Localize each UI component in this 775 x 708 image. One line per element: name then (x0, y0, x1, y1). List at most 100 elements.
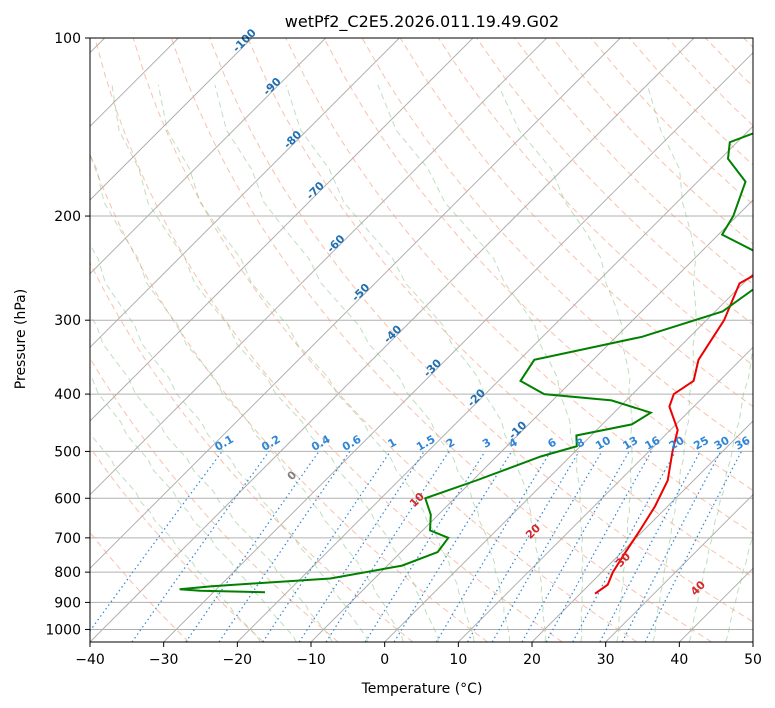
mixing-ratio-label: 6 (545, 435, 558, 450)
plot-frame (89, 37, 754, 643)
isotherm-label: -90 (260, 75, 283, 98)
moist-adiabat (285, 84, 547, 642)
isotherm-line (90, 38, 548, 496)
moist-adiabat (111, 84, 439, 642)
y-tick-label: 700 (54, 531, 81, 547)
moist-adiabat (725, 533, 753, 642)
mixing-ratio-label: 30 (712, 434, 732, 453)
moist-adiabat (90, 431, 261, 642)
dewpoint-trace (179, 132, 753, 594)
y-tick-label: 600 (54, 491, 81, 507)
mixing-ratio-line (298, 451, 425, 642)
x-axis-label: Temperature (°C) (361, 681, 483, 697)
dry-adiabat (476, 38, 753, 326)
moist-adiabat-label: 20 (523, 521, 543, 541)
mixing-ratio-label: 3 (480, 436, 493, 451)
moist-adiabat-label: 40 (688, 578, 708, 598)
mixing-ratio-line (218, 451, 351, 642)
x-tick-label: 30 (597, 652, 615, 668)
dry-adiabat (132, 38, 638, 642)
moist-adiabat (377, 84, 584, 642)
x-tick-label: 0 (380, 652, 389, 668)
mixing-ratio-line (325, 451, 450, 642)
x-tick-label: −20 (223, 652, 253, 668)
moist-adiabat (688, 344, 753, 642)
dry-adiabat (94, 38, 563, 642)
y-tick-label: 800 (54, 565, 81, 581)
mixing-ratio-line (90, 451, 223, 632)
dry-adiabat (323, 38, 753, 492)
y-tick-label: 1000 (45, 622, 81, 638)
moist-adiabat-label: 10 (407, 490, 427, 510)
temperature-trace (594, 274, 753, 595)
isotherm-line (90, 38, 327, 275)
x-tick-label: −10 (296, 652, 326, 668)
isotherm-label: -20 (465, 386, 488, 409)
isotherm-label: -70 (304, 179, 327, 202)
chart-title: wetPf2_C2E5.2026.011.19.49.G02 (285, 12, 559, 32)
mixing-ratio-label: 0.2 (259, 433, 282, 454)
dry-adiabat (90, 357, 339, 642)
mixing-ratio-line (393, 451, 513, 642)
isotherm-line (90, 38, 695, 642)
dry-adiabat (552, 38, 753, 245)
mixing-ratio-line (599, 451, 701, 642)
dry-adiabat (209, 38, 753, 623)
dry-adiabat (170, 38, 712, 642)
mixing-ratio-line (545, 451, 652, 642)
dry-adiabat (247, 38, 753, 578)
isotherm-line (90, 38, 621, 570)
y-tick-label: 500 (54, 444, 81, 460)
isotherm-line (752, 641, 753, 642)
dry-adiabat (437, 38, 753, 366)
y-tick-label: 900 (54, 595, 81, 611)
dry-adiabat (90, 446, 264, 642)
x-tick-label: 20 (523, 652, 541, 668)
y-axis-label: Pressure (hPa) (13, 289, 29, 389)
x-tick-label: 10 (449, 652, 467, 668)
dry-adiabat (285, 38, 753, 535)
dry-adiabat (705, 38, 753, 88)
mixing-ratio-label: 0.4 (309, 433, 333, 454)
dry-adiabat (90, 153, 488, 642)
isotherm-line (384, 272, 753, 642)
mixing-ratio-line (466, 451, 580, 642)
x-tick-label: 50 (744, 652, 762, 668)
mixing-ratio-label: 16 (643, 434, 663, 453)
y-tick-label: 100 (54, 31, 81, 47)
isotherm-line (605, 493, 753, 642)
isotherm-line (90, 38, 253, 201)
isotherm-label: -40 (381, 322, 404, 345)
moist-adiabat (90, 153, 404, 642)
mixing-ratio-line (131, 451, 270, 642)
dry-adiabat (90, 261, 414, 642)
moist-adiabat (90, 314, 333, 642)
dry-adiabat (514, 38, 753, 285)
mixing-ratio-label: 0.1 (213, 433, 236, 454)
y-tick-label: 300 (54, 313, 81, 329)
mixing-ratio-line (572, 451, 677, 642)
isotherm-line (531, 420, 753, 642)
y-tick-label: 400 (54, 387, 81, 403)
moist-adiabat (90, 243, 369, 642)
mixing-ratio-label: 10 (593, 434, 613, 453)
isotherm-label: -100 (230, 26, 259, 55)
isotherm-line (90, 38, 474, 422)
mixing-ratio-line (364, 451, 486, 642)
mixing-ratio-label: 2 (444, 436, 457, 451)
moist-adiabat (157, 84, 475, 642)
isotherm-line (163, 51, 753, 642)
mixing-ratio-line (185, 451, 320, 642)
mixing-ratio-label: 1.5 (414, 433, 437, 454)
isotherm-label: -60 (324, 232, 347, 255)
isotherm-line (90, 38, 400, 349)
y-tick-label: 200 (54, 209, 81, 225)
x-tick-label: −30 (149, 652, 179, 668)
mixing-ratio-line (521, 451, 630, 642)
mixing-ratio-line (644, 451, 743, 642)
mixing-ratio-label: 8 (574, 436, 587, 451)
mixing-ratio-line (262, 451, 391, 642)
isotherm-line (457, 346, 753, 642)
